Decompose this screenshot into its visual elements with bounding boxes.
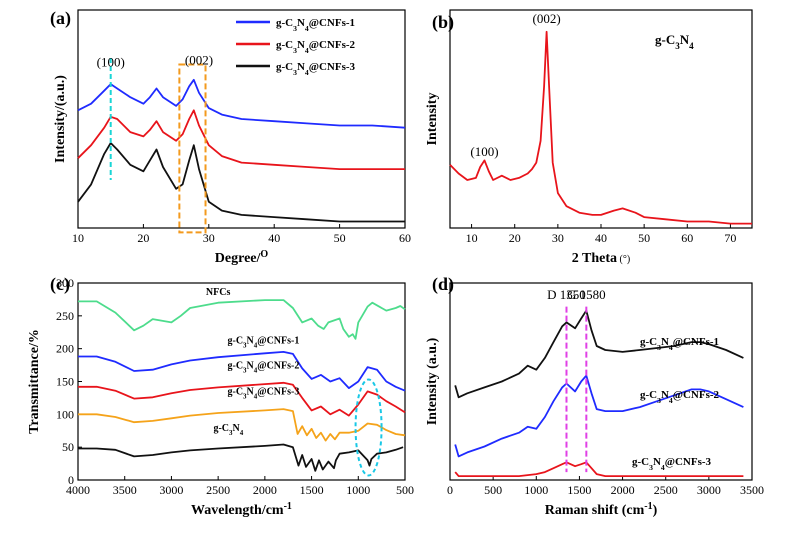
- x-tick-label: 2500: [206, 483, 230, 497]
- y-axis-label-3: Intensity (a.u.): [425, 337, 440, 425]
- x-tick-label: 2000: [253, 483, 277, 497]
- y-tick-label: 150: [56, 375, 74, 389]
- x-axis-label-2: Wavelength/cm-1: [191, 501, 292, 519]
- x-tick-label: 0: [447, 483, 453, 497]
- annotation-0-0: (100): [97, 55, 125, 70]
- marker-2-0: [354, 378, 383, 477]
- x-tick-label: 20: [509, 231, 521, 245]
- panel-label-1: (b): [432, 12, 454, 33]
- panel-b-label: g-C3N4: [655, 32, 694, 51]
- annotation-2-0: NFCs: [206, 287, 231, 298]
- x-tick-label: 500: [484, 483, 502, 497]
- legend-label-2: g-C3N4@CNFs-3: [276, 61, 356, 77]
- x-tick-label: 20: [137, 231, 149, 245]
- x-tick-label: 2500: [654, 483, 678, 497]
- series-line-0-0: [77, 78, 406, 129]
- series-line-2-0: [78, 299, 406, 340]
- annotation-1-0: (100): [470, 144, 498, 159]
- annotation-1-1: (002): [533, 11, 561, 26]
- panel-label-2: (c): [50, 274, 70, 295]
- x-tick-label: 3000: [697, 483, 721, 497]
- series-line-2-3: [78, 408, 406, 442]
- annotation-0-1: (002): [185, 53, 213, 68]
- x-axis-label-3: Raman shift (cm-1): [545, 501, 658, 519]
- annotation-3-0: D 1350: [547, 287, 586, 302]
- x-tick-label: 40: [268, 231, 280, 245]
- y-tick-label: 250: [56, 309, 74, 323]
- x-tick-label: 60: [681, 231, 693, 245]
- x-axis-label-0: Degree/O: [215, 249, 269, 267]
- x-tick-label: 30: [203, 231, 215, 245]
- x-tick-label: 1000: [346, 483, 370, 497]
- y-axis-label-1: Intensity: [425, 93, 440, 146]
- y-axis-label-0: Intensity/(a.u.): [53, 75, 68, 163]
- legend-label-1: g-C3N4@CNFs-2: [276, 39, 356, 55]
- x-tick-label: 500: [396, 483, 414, 497]
- x-tick-label: 3000: [159, 483, 183, 497]
- x-tick-label: 50: [638, 231, 650, 245]
- plot-frame-3: [449, 282, 753, 481]
- plot-frame-1: [449, 9, 753, 229]
- annotation-3-1: G 1580: [567, 287, 606, 302]
- x-tick-label: 1500: [567, 483, 591, 497]
- x-tick-label: 50: [334, 231, 346, 245]
- x-tick-label: 60: [399, 231, 411, 245]
- annotation-2-2: g-C3N4@CNFs-2: [227, 360, 299, 374]
- x-tick-label: 10: [72, 231, 84, 245]
- x-tick-label: 1500: [300, 483, 324, 497]
- series-line-2-1: [78, 351, 406, 392]
- y-tick-label: 0: [68, 473, 74, 487]
- y-tick-label: 100: [56, 407, 74, 421]
- x-tick-label: 30: [552, 231, 564, 245]
- x-tick-label: 1000: [524, 483, 548, 497]
- x-axis-label-1: 2 Theta (°): [572, 251, 630, 266]
- series-line-0-1: [77, 109, 405, 170]
- series-line-2-4: [78, 443, 404, 472]
- y-axis-label-2: Transmittance/%: [27, 329, 42, 434]
- y-tick-label: 300: [56, 276, 74, 290]
- x-tick-label: 3500: [740, 483, 764, 497]
- plot-frame-0: [77, 9, 406, 229]
- x-tick-label: 10: [466, 231, 478, 245]
- series-label-d-2: g-C3N4@CNFs-3: [632, 456, 712, 472]
- x-tick-label: 3500: [113, 483, 137, 497]
- x-tick-label: 4000: [66, 483, 90, 497]
- annotation-2-4: g-C3N4: [213, 423, 243, 437]
- panel-label-0: (a): [50, 8, 71, 29]
- series-line-3-1: [454, 374, 744, 458]
- legend-label-0: g-C3N4@CNFs-1: [276, 17, 355, 33]
- series-line-1-0: [449, 30, 752, 225]
- series-label-d-1: g-C3N4@CNFs-2: [640, 389, 720, 405]
- annotation-2-1: g-C3N4@CNFs-1: [227, 335, 299, 349]
- y-tick-label: 200: [56, 342, 74, 356]
- series-line-3-0: [454, 309, 744, 399]
- x-tick-label: 70: [724, 231, 736, 245]
- series-label-d-0: g-C3N4@CNFs-1: [640, 336, 719, 352]
- series-line-0-2: [77, 142, 405, 223]
- x-tick-label: 2000: [611, 483, 635, 497]
- series-line-2-2: [78, 381, 406, 417]
- x-tick-label: 40: [595, 231, 607, 245]
- annotation-2-3: g-C3N4@CNFs-3: [227, 387, 299, 401]
- y-tick-label: 50: [62, 440, 74, 454]
- panel-label-3: (d): [432, 274, 454, 295]
- marker-0-1: [178, 63, 207, 234]
